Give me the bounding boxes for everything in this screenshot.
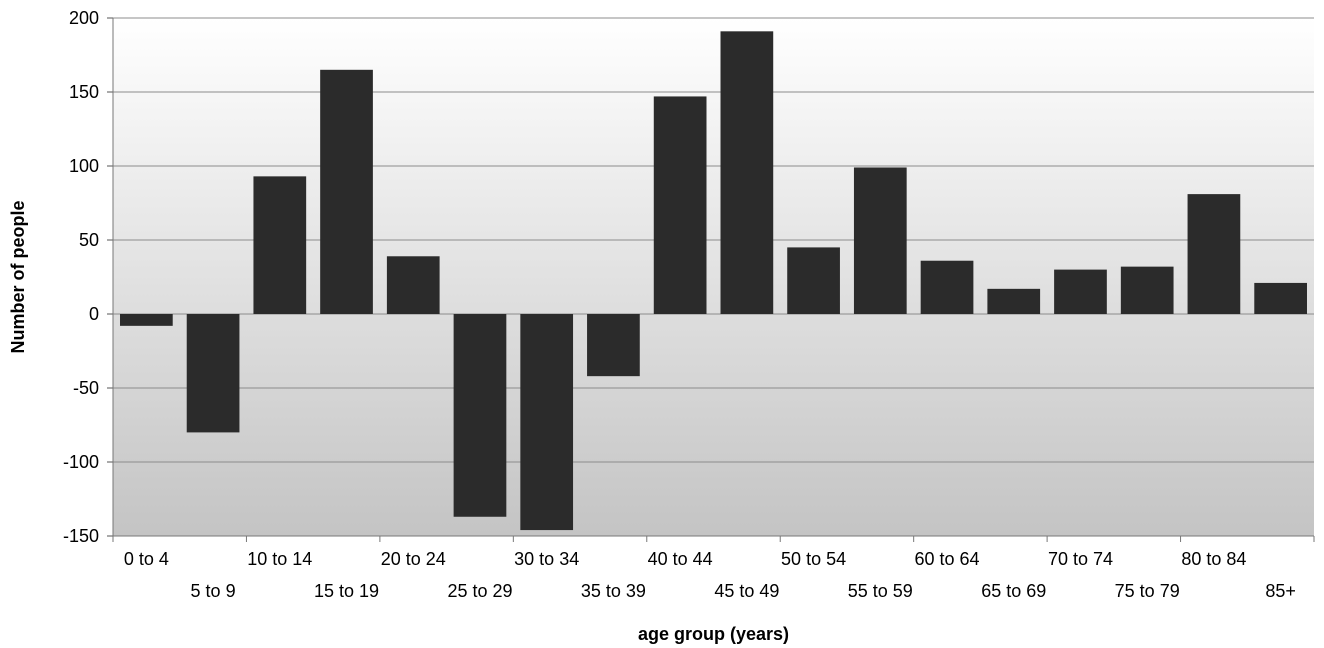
bar — [787, 247, 840, 314]
x-tick-label: 0 to 4 — [124, 549, 169, 569]
x-tick-label: 75 to 79 — [1115, 581, 1180, 601]
y-tick-label: -50 — [73, 378, 99, 398]
axes — [112, 18, 1315, 542]
bar — [520, 314, 574, 531]
x-tick-label: 70 to 74 — [1048, 549, 1113, 569]
y-axis-title: Number of people — [8, 200, 28, 353]
y-tick-labels: 200 150 100 50 0 -50 -100 -150 — [63, 8, 99, 546]
x-tick-label: 20 to 24 — [381, 549, 446, 569]
bar — [587, 314, 640, 377]
x-tick-label: 85+ — [1265, 581, 1296, 601]
bar — [186, 314, 240, 433]
y-tick-label: -150 — [63, 526, 99, 546]
y-tick-label: 0 — [89, 304, 99, 324]
bar-series — [120, 31, 1307, 531]
x-tick-label: 25 to 29 — [447, 581, 512, 601]
bar — [320, 69, 373, 314]
bar — [386, 256, 440, 314]
bar — [653, 96, 707, 314]
bar — [453, 314, 507, 517]
x-axis-title: age group (years) — [638, 624, 789, 644]
plot-area — [113, 18, 1314, 536]
bar — [253, 176, 307, 314]
x-tick-label: 80 to 84 — [1181, 549, 1246, 569]
x-tick-label: 40 to 44 — [648, 549, 713, 569]
bar — [987, 288, 1041, 314]
bar — [120, 314, 173, 326]
x-tick-label: 65 to 69 — [981, 581, 1046, 601]
x-tick-label: 30 to 34 — [514, 549, 579, 569]
bar — [1054, 269, 1107, 314]
x-tick-label: 45 to 49 — [714, 581, 779, 601]
x-tick-label: 35 to 39 — [581, 581, 646, 601]
x-tick-label: 10 to 14 — [247, 549, 312, 569]
x-tick-label: 60 to 64 — [914, 549, 979, 569]
x-tick-label: 5 to 9 — [191, 581, 236, 601]
bar — [720, 31, 774, 314]
y-tick-label: 100 — [69, 156, 99, 176]
y-tick-label: -100 — [63, 452, 99, 472]
bar — [853, 167, 907, 314]
bar — [1187, 194, 1241, 314]
bar — [1120, 266, 1174, 314]
x-tick-label: 15 to 19 — [314, 581, 379, 601]
bar — [1254, 282, 1307, 314]
y-tick-label: 200 — [69, 8, 99, 28]
x-tick-label: 55 to 59 — [848, 581, 913, 601]
bar — [920, 260, 974, 314]
x-tick-label: 50 to 54 — [781, 549, 846, 569]
y-tick-label: 50 — [79, 230, 99, 250]
y-tick-label: 150 — [69, 82, 99, 102]
